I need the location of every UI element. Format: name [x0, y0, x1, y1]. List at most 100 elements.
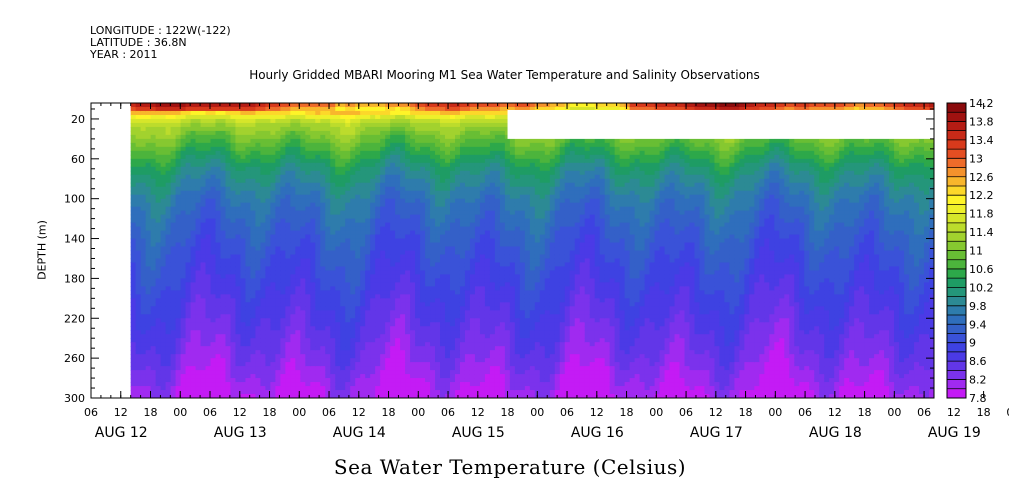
temperature-cell — [420, 374, 426, 379]
temperature-cell — [160, 142, 167, 148]
temperature-cell — [415, 226, 421, 232]
temperature-cell — [420, 334, 426, 339]
temperature-cell — [310, 130, 316, 136]
temperature-cell — [300, 118, 306, 124]
temperature-cell — [365, 310, 371, 315]
temperature-cell — [220, 214, 227, 220]
temperature-cell — [370, 242, 376, 248]
temperature-cell — [180, 214, 187, 220]
temperature-cell — [170, 246, 177, 252]
temperature-cell — [435, 202, 441, 208]
temperature-cell — [315, 214, 321, 220]
temperature-cell — [295, 166, 301, 172]
temperature-cell — [420, 298, 426, 303]
temperature-cell — [160, 378, 167, 383]
temperature-cell — [250, 326, 257, 331]
temperature-cell — [285, 130, 291, 136]
temperature-cell — [270, 354, 276, 359]
temperature-cell — [420, 362, 426, 367]
temperature-cell — [235, 130, 242, 136]
temperature-cell — [325, 278, 331, 283]
temperature-cell — [210, 334, 217, 339]
temperature-cell — [235, 378, 242, 383]
temperature-cell — [220, 202, 227, 208]
temperature-cell — [315, 266, 321, 272]
temperature-cell — [425, 302, 431, 307]
temperature-cell — [190, 146, 197, 152]
temperature-cell — [425, 338, 431, 343]
temperature-cell — [165, 186, 172, 192]
temperature-cell — [185, 258, 192, 264]
temperature-cell — [225, 330, 232, 335]
temperature-cell — [435, 278, 441, 283]
temperature-cell — [390, 218, 396, 224]
temperature-cell — [285, 103, 291, 108]
temperature-cell — [245, 234, 252, 240]
temperature-cell — [435, 226, 441, 232]
temperature-cell — [340, 358, 346, 363]
temperature-cell — [395, 150, 401, 156]
temperature-cell — [335, 378, 341, 383]
temperature-cell — [210, 206, 217, 212]
temperature-cell — [260, 318, 266, 323]
temperature-cell — [455, 150, 461, 156]
temperature-cell — [425, 382, 431, 387]
temperature-cell — [170, 342, 177, 347]
temperature-cell — [240, 350, 247, 355]
temperature-cell — [430, 266, 436, 272]
temperature-cell — [215, 346, 222, 351]
temperature-cell — [360, 110, 366, 116]
temperature-cell — [205, 346, 212, 351]
temperature-cell — [255, 290, 261, 295]
temperature-cell — [160, 390, 167, 395]
temperature-cell — [295, 390, 301, 395]
temperature-cell — [165, 302, 172, 307]
temperature-cell — [230, 370, 237, 375]
temperature-cell — [200, 338, 207, 343]
temperature-cell — [365, 162, 371, 168]
temperature-cell — [240, 166, 247, 172]
temperature-cell — [325, 274, 331, 280]
temperature-cell — [135, 362, 142, 367]
temperature-cell — [400, 278, 406, 283]
temperature-cell — [190, 174, 197, 180]
temperature-cell — [270, 138, 276, 144]
temperature-cell — [145, 346, 152, 351]
temperature-cell — [385, 194, 391, 200]
temperature-cell — [190, 326, 197, 331]
temperature-cell — [320, 202, 326, 208]
temperature-cell — [190, 110, 197, 116]
temperature-cell — [185, 318, 192, 323]
temperature-cell — [335, 174, 341, 180]
temperature-cell — [305, 374, 311, 379]
temperature-cell — [285, 214, 291, 220]
temperature-cell — [200, 182, 207, 188]
temperature-cell — [400, 374, 406, 379]
temperature-cell — [285, 354, 291, 359]
temperature-cell — [225, 198, 232, 204]
temperature-cell — [195, 122, 202, 128]
temperature-cell — [170, 194, 177, 200]
temperature-cell — [195, 366, 202, 371]
temperature-cell — [380, 230, 386, 236]
temperature-cell — [190, 182, 197, 188]
temperature-cell — [360, 294, 366, 299]
temperature-cell — [180, 206, 187, 212]
temperature-cell — [160, 326, 167, 331]
temperature-cell — [215, 270, 222, 276]
temperature-cell — [265, 310, 271, 315]
temperature-cell — [305, 122, 311, 128]
temperature-cell — [340, 342, 346, 347]
temperature-cell — [270, 238, 276, 244]
temperature-cell — [130, 134, 137, 140]
temperature-cell — [300, 206, 306, 212]
temperature-cell — [265, 350, 271, 355]
temperature-cell — [415, 238, 421, 244]
temperature-cell — [215, 294, 222, 299]
temperature-cell — [410, 326, 416, 331]
temperature-cell — [155, 138, 162, 144]
temperature-cell — [265, 306, 271, 311]
temperature-cell — [285, 290, 291, 295]
temperature-cell — [135, 230, 142, 236]
temperature-cell — [305, 382, 311, 387]
